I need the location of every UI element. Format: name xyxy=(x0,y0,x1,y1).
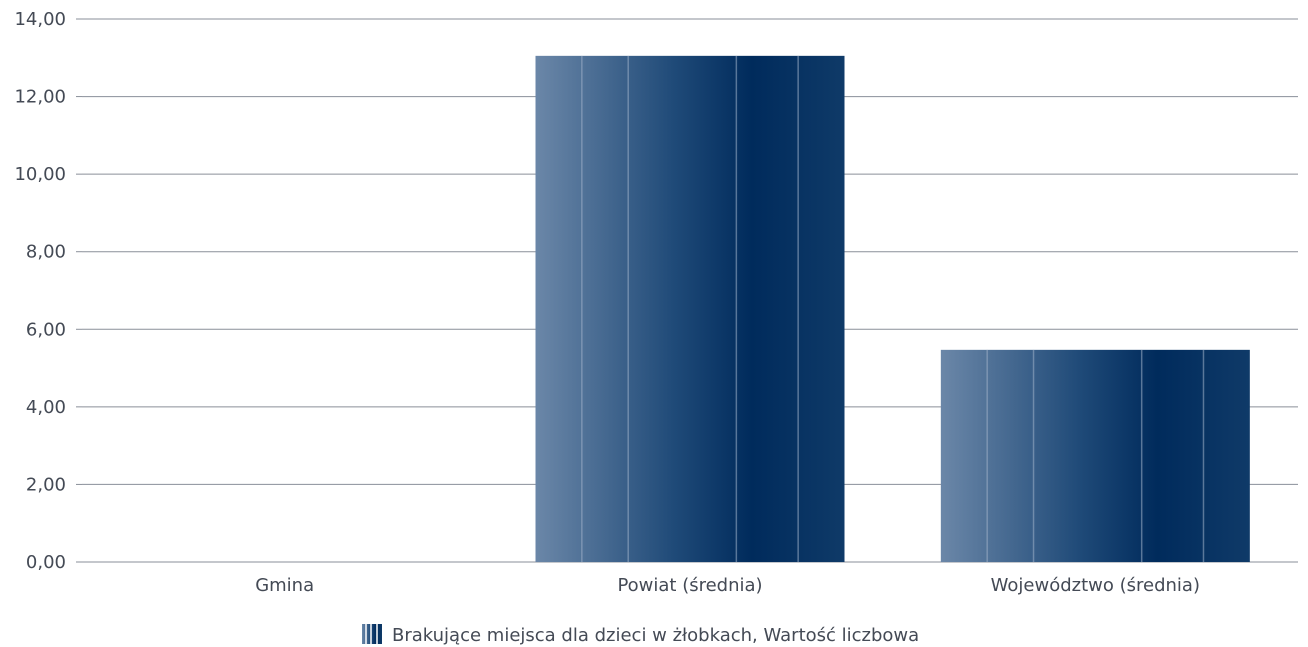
legend-swatch xyxy=(362,624,382,644)
legend-swatch-fill xyxy=(362,624,382,644)
y-tick-label: 12,00 xyxy=(14,87,66,108)
y-tick-label: 0,00 xyxy=(26,552,66,573)
bars xyxy=(535,55,1250,562)
bar-body xyxy=(940,349,1250,562)
x-category-label: Powiat (średnia) xyxy=(617,575,762,596)
y-tick-label: 8,00 xyxy=(26,242,66,263)
y-tick-label: 2,00 xyxy=(26,474,66,495)
x-axis-category-labels: Gmina Powiat (średnia) Województwo (średni… xyxy=(255,575,1200,596)
y-tick-label: 10,00 xyxy=(14,164,66,185)
bar-body xyxy=(535,55,845,562)
x-category-label: Województwo (średnia) xyxy=(991,575,1200,596)
y-axis-tick-labels: 0,00 2,00 4,00 6,00 8,00 10,00 12,00 14,00 xyxy=(14,9,66,573)
y-tick-label: 14,00 xyxy=(14,9,66,30)
bar xyxy=(535,55,845,562)
legend: Brakujące miejsca dla dzieci w żłobkach,… xyxy=(362,624,919,646)
y-tick-label: 6,00 xyxy=(26,319,66,340)
legend-label: Brakujące miejsca dla dzieci w żłobkach,… xyxy=(392,625,919,646)
y-tick-label: 4,00 xyxy=(26,397,66,418)
bar xyxy=(940,349,1250,562)
x-category-label: Gmina xyxy=(255,575,314,596)
